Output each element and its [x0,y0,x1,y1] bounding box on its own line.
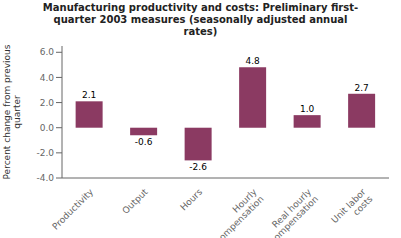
svg-text:Percent change from previousqu: Percent change from previousquarter [8,44,22,179]
svg-text:Output: Output [120,186,150,216]
html-text:rates): rates) [183,26,218,37]
svg-text:Productivity: Productivity [50,186,95,231]
svg-text:6.0: 6.0 [40,47,55,57]
svg-text:Hours: Hours [178,187,204,213]
svg-text:Hourlycompensation: Hourlycompensation [207,186,267,238]
svg-text:2.7: 2.7 [354,83,368,93]
svg-text:-0.6: -0.6 [135,137,153,147]
svg-text:1.0: 1.0 [300,104,315,114]
svg-text:-2.0: -2.0 [36,148,54,158]
svg-text:-4.0: -4.0 [36,173,54,183]
html-text:Manufacturing productivity and: Manufacturing productivity and costs: Pr… [42,2,359,13]
svg-text:0.0: 0.0 [40,123,55,133]
html-text:quarter 2003 measures (seasona: quarter 2003 measures (seasonally adjust… [53,14,348,25]
svg-text:Real hourlycompensation: Real hourlycompensation [261,186,321,238]
svg-text:-2.6: -2.6 [189,162,207,172]
svg-text:2.1: 2.1 [82,90,96,100]
svg-text:4.8: 4.8 [245,56,260,66]
svg-text:4.0: 4.0 [40,73,55,83]
svg-text:Unit laborcosts: Unit laborcosts [329,187,374,232]
svg-text:2.0: 2.0 [40,98,55,108]
